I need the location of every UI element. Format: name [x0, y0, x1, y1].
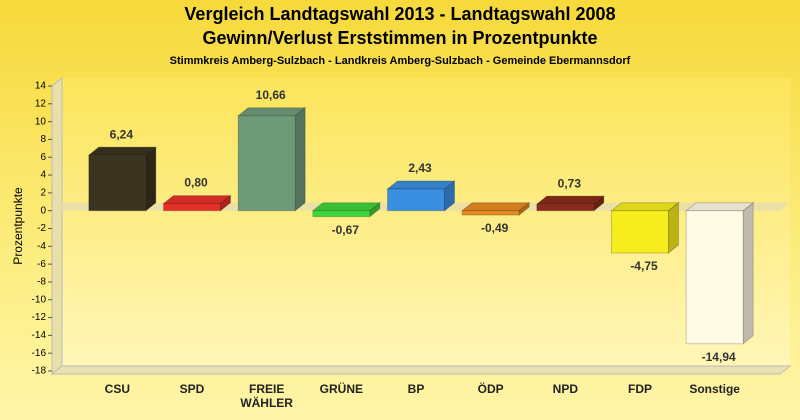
- x-tick-label: SPD: [179, 382, 205, 396]
- plot-back-wall: [62, 78, 790, 366]
- x-tick-label: Sonstige: [689, 382, 740, 396]
- y-tick-label: 8: [40, 134, 46, 145]
- x-tick-label: BP: [407, 382, 425, 396]
- plot-floor: [50, 365, 792, 375]
- y-tick-label: 2: [40, 188, 46, 199]
- value-label: 0,80: [184, 176, 208, 190]
- bar-top: [460, 202, 531, 212]
- bar-top: [311, 202, 382, 212]
- bar-top: [87, 146, 158, 156]
- plot-left-wall: [51, 76, 63, 376]
- value-label: 10,66: [256, 88, 286, 102]
- y-tick-label: 12: [35, 98, 47, 109]
- y-tick-label: 6: [40, 152, 46, 163]
- y-tick-label: -2: [37, 223, 46, 234]
- y-tick-label: 0: [40, 205, 46, 216]
- y-tick-label: -18: [32, 366, 47, 377]
- y-tick-label: -8: [37, 277, 46, 288]
- y-tick-label: -10: [32, 294, 47, 305]
- bar: [387, 188, 445, 212]
- bar-side: [518, 201, 530, 217]
- y-tick-label: -4: [37, 241, 46, 252]
- x-tick-label: FREIE WÄHLER: [240, 382, 293, 410]
- bar: [237, 115, 296, 212]
- bar: [611, 210, 669, 254]
- bar-top: [535, 195, 606, 205]
- x-tick-label: NPD: [552, 382, 578, 396]
- bar: [685, 210, 744, 345]
- chart-title: Vergleich Landtagswahl 2013 - Landtagswa…: [184, 4, 615, 24]
- bar-top: [684, 202, 755, 212]
- bar-top: [236, 107, 307, 117]
- bar: [312, 210, 371, 218]
- y-tick-label: -14: [32, 330, 47, 341]
- y-tick-label: -6: [37, 259, 46, 270]
- x-tick-label: CSU: [104, 382, 130, 396]
- value-label: -0,49: [481, 221, 509, 235]
- y-tick-label: -16: [32, 348, 47, 359]
- value-label: -4,75: [630, 259, 658, 273]
- bar: [536, 203, 595, 212]
- bar: [163, 203, 221, 212]
- y-tick-label: 14: [35, 81, 47, 92]
- bar: [461, 210, 520, 216]
- value-label: 6,24: [110, 127, 134, 141]
- bar-top: [386, 180, 456, 190]
- y-tick-label: -12: [32, 312, 47, 323]
- x-tick-label: ÖDP: [477, 382, 504, 396]
- chart-title: Gewinn/Verlust Erststimmen in Prozentpun…: [202, 28, 597, 48]
- value-label: 0,73: [558, 176, 582, 190]
- y-tick-label: 10: [35, 116, 47, 127]
- value-label: 2,43: [408, 161, 432, 175]
- bar-side: [742, 201, 754, 345]
- x-tick-label: FDP: [628, 382, 652, 396]
- value-label: -14,94: [702, 350, 736, 364]
- bar-side: [294, 106, 306, 212]
- y-axis-label: Prozentpunkte: [11, 187, 25, 265]
- x-tick-label: GRÜNE: [319, 382, 363, 396]
- bar-side: [145, 146, 157, 212]
- bar-top: [162, 195, 232, 205]
- chart-subtitle: Stimmkreis Amberg-Sulzbach - Landkreis A…: [170, 55, 631, 67]
- bar-side: [668, 201, 679, 255]
- bar-top: [610, 202, 680, 212]
- value-label: -0,67: [332, 223, 360, 237]
- y-tick-label: 4: [40, 170, 46, 181]
- bar: [88, 154, 147, 212]
